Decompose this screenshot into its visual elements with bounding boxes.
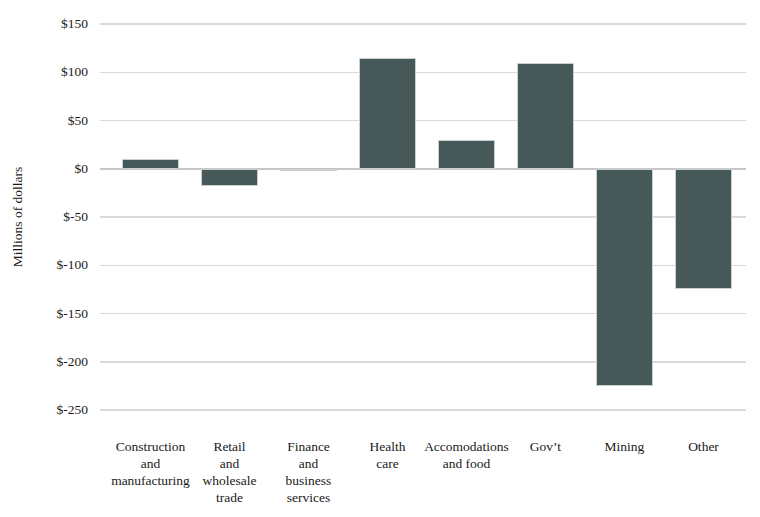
y-tick-label: $-100 xyxy=(0,257,88,273)
y-tick-label: $0 xyxy=(0,161,88,177)
y-tick-label: $-200 xyxy=(0,354,88,370)
bar xyxy=(596,169,653,386)
gridline xyxy=(100,409,746,411)
y-tick-label: $100 xyxy=(0,64,88,80)
y-tick-label: $150 xyxy=(0,16,88,32)
x-category-label: Other xyxy=(656,438,752,455)
gridline xyxy=(100,72,746,74)
bar xyxy=(675,169,732,290)
bar xyxy=(201,169,258,186)
bar xyxy=(122,159,179,169)
y-tick-label: $-150 xyxy=(0,306,88,322)
y-tick-label: $-250 xyxy=(0,402,88,418)
bar xyxy=(517,63,574,169)
gridline xyxy=(100,23,746,25)
bar xyxy=(438,140,495,169)
gridline xyxy=(100,120,746,122)
bar xyxy=(359,58,416,169)
bar-chart: Millions of dollars $150$100$50$0$-50$-1… xyxy=(0,0,760,517)
bar xyxy=(280,169,337,171)
y-tick-label: $50 xyxy=(0,113,88,129)
y-tick-label: $-50 xyxy=(0,209,88,225)
